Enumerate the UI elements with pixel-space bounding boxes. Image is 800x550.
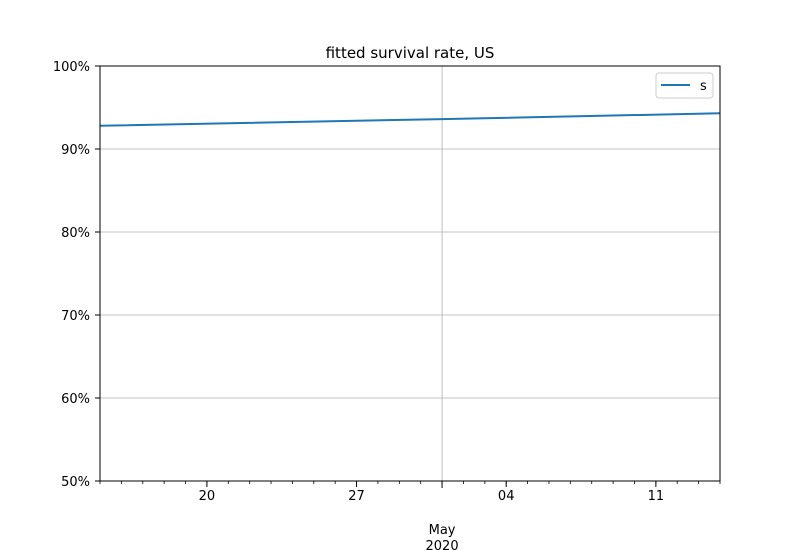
x-axis-month-label: May xyxy=(429,523,456,538)
y-axis: 50% 60% 70% 80% 90% 100% xyxy=(53,60,100,490)
y-tick-label: 90% xyxy=(61,143,90,158)
x-tick-label: 20 xyxy=(199,489,216,504)
y-tick-label: 60% xyxy=(61,392,90,407)
chart-title: fitted survival rate, US xyxy=(326,44,495,62)
series-line-s xyxy=(99,112,721,127)
y-tick-label: 50% xyxy=(61,475,90,490)
x-tick-label: 04 xyxy=(498,489,515,504)
y-tick-label: 100% xyxy=(53,60,90,75)
x-axis-year-label: 2020 xyxy=(426,539,459,550)
y-tick-label: 80% xyxy=(61,226,90,241)
series-layer xyxy=(99,112,721,127)
y-tick-label: 70% xyxy=(61,309,90,324)
x-axis: 20 27 04 11 xyxy=(99,481,721,504)
legend-label-s: s xyxy=(700,79,707,94)
x-tick-label: 11 xyxy=(648,489,665,504)
legend: s xyxy=(655,72,714,99)
plot-area-frame xyxy=(99,65,721,482)
x-tick-label: 27 xyxy=(348,489,365,504)
